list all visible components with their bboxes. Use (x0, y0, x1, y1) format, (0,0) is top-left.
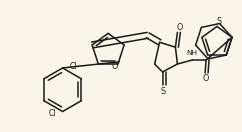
Text: NH: NH (186, 50, 197, 56)
Text: O: O (112, 62, 118, 71)
Text: Cl: Cl (69, 62, 77, 70)
Text: O: O (176, 23, 182, 32)
Text: Cl: Cl (48, 109, 56, 118)
Text: S: S (216, 17, 221, 26)
Text: O: O (203, 74, 209, 83)
Text: S: S (161, 87, 166, 96)
